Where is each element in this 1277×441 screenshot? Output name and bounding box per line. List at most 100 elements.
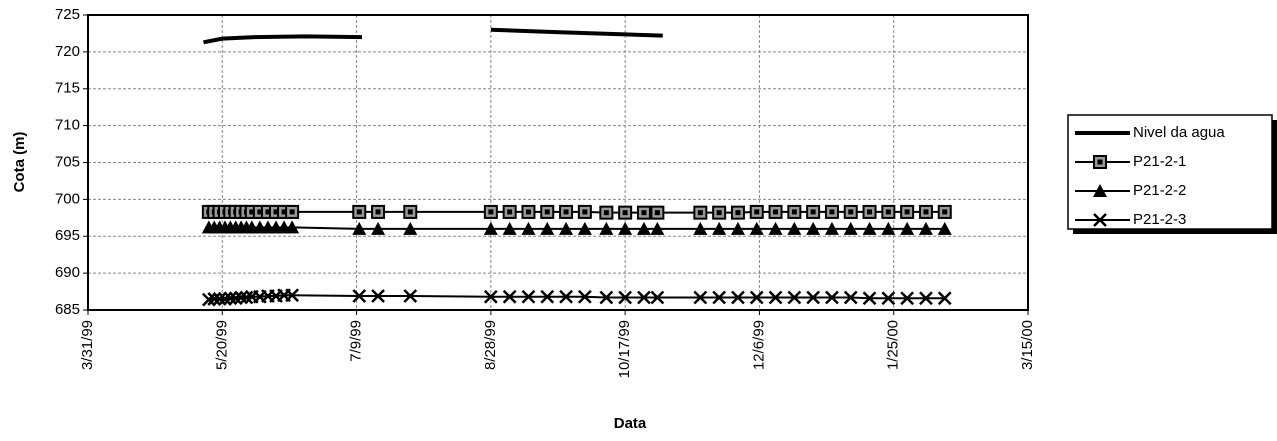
marker — [919, 291, 933, 306]
marker-square-inner — [716, 210, 722, 216]
marker — [636, 221, 651, 235]
marker — [768, 221, 783, 235]
marker — [403, 221, 418, 235]
marker — [540, 204, 555, 219]
marker — [637, 290, 651, 305]
marker — [918, 204, 933, 219]
marker — [502, 221, 517, 235]
marker — [599, 205, 614, 220]
marker — [900, 221, 915, 235]
marker — [749, 290, 764, 305]
marker-square-inner — [622, 210, 628, 216]
marker — [862, 221, 877, 235]
x-tick-label: 7/9/99 — [348, 320, 365, 362]
marker — [212, 292, 227, 306]
marker — [403, 204, 418, 219]
series-line — [203, 27, 663, 45]
marker — [540, 289, 555, 304]
marker — [806, 204, 821, 219]
x-tick-label: 8/28/99 — [482, 320, 499, 370]
x-tick-label: 10/17/99 — [616, 320, 633, 378]
marker — [843, 221, 858, 235]
x-tick-label: 3/31/99 — [79, 320, 96, 370]
marker — [918, 221, 933, 235]
marker — [218, 292, 232, 306]
marker-square-inner — [773, 209, 779, 215]
marker-square-inner — [507, 209, 513, 215]
marker — [559, 204, 574, 219]
marker-square-inner — [265, 209, 271, 215]
marker-square-inner — [654, 210, 660, 216]
marker — [806, 290, 821, 305]
marker-square-inner — [735, 210, 741, 216]
marker — [862, 291, 877, 306]
marker-square-inner — [754, 209, 760, 215]
marker — [712, 205, 727, 220]
marker — [937, 204, 952, 219]
marker-square-inner — [1097, 159, 1103, 165]
marker — [768, 204, 783, 219]
marker-square-inner — [289, 209, 295, 215]
marker — [693, 290, 708, 305]
marker — [881, 221, 896, 235]
marker — [618, 221, 633, 235]
marker — [843, 204, 858, 219]
marker — [521, 289, 536, 304]
marker — [900, 291, 915, 306]
marker — [403, 289, 418, 303]
y-tick-label: 700 — [55, 190, 80, 207]
y-axis-label: Cota (m) — [11, 132, 28, 193]
marker-square-inner — [942, 209, 948, 215]
y-tick-label: 710 — [55, 117, 80, 134]
marker — [371, 289, 385, 303]
marker-square-inner — [829, 209, 835, 215]
marker-square-inner — [697, 210, 703, 216]
y-tick-label: 690 — [55, 264, 80, 281]
marker — [693, 205, 708, 220]
marker — [749, 221, 764, 235]
marker — [577, 204, 592, 219]
marker — [285, 220, 300, 234]
legend-label: P21-2-3 — [1133, 211, 1186, 228]
marker — [521, 204, 536, 219]
marker-square-inner — [257, 209, 263, 215]
marker-square-inner — [525, 209, 531, 215]
marker-square-inner — [904, 209, 910, 215]
marker — [824, 204, 839, 219]
marker — [824, 221, 839, 235]
marker — [650, 221, 665, 235]
marker — [285, 204, 300, 219]
marker-square-inner — [563, 209, 569, 215]
marker-square-inner — [281, 209, 287, 215]
y-tick-label: 720 — [55, 43, 80, 60]
legend-label: P21-2-2 — [1133, 182, 1186, 199]
x-axis-label: Data — [614, 415, 647, 432]
marker — [636, 205, 651, 220]
marker — [731, 290, 745, 305]
marker — [207, 292, 222, 306]
marker — [787, 290, 802, 305]
x-tick-label: 12/6/99 — [750, 320, 767, 370]
legend-label: P21-2-1 — [1133, 153, 1186, 170]
x-tick-label: 3/15/00 — [1019, 320, 1036, 370]
marker-square-inner — [249, 209, 255, 215]
marker — [806, 221, 821, 235]
marker — [937, 291, 952, 306]
legend-label: Nivel da agua — [1133, 124, 1225, 141]
marker — [618, 290, 633, 305]
marker-square-inner — [356, 209, 362, 215]
marker — [937, 221, 952, 235]
marker — [1093, 213, 1107, 227]
marker — [223, 291, 238, 306]
y-tick-label: 705 — [55, 153, 80, 170]
marker — [650, 205, 665, 220]
marker — [483, 289, 498, 304]
marker — [730, 221, 745, 235]
marker-square-inner — [848, 209, 854, 215]
marker — [540, 221, 555, 235]
marker — [234, 290, 248, 305]
marker — [599, 290, 614, 305]
marker — [843, 290, 858, 305]
marker — [371, 221, 386, 235]
